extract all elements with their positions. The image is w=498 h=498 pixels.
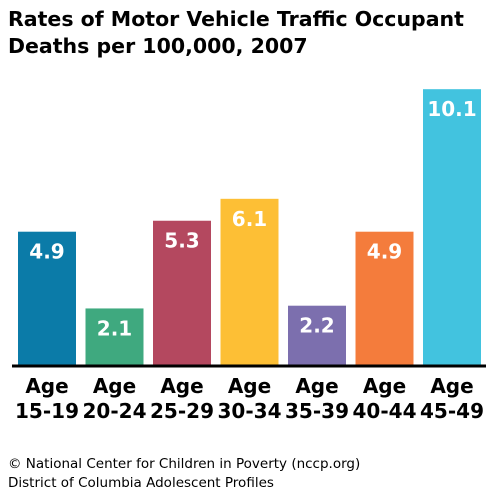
category-label-line1-35-39: Age bbox=[295, 374, 338, 398]
category-label-line2-45-49: 45-49 bbox=[420, 399, 484, 423]
chart-title: Rates of Motor Vehicle Traffic Occupant … bbox=[8, 6, 493, 60]
category-label-line1-40-44: Age bbox=[363, 374, 406, 398]
category-label-line1-25-29: Age bbox=[160, 374, 203, 398]
category-label-line2-25-29: 25-29 bbox=[150, 399, 214, 423]
bar-20-24 bbox=[85, 308, 144, 366]
category-label-line2-15-19: 15-19 bbox=[15, 399, 79, 423]
bar-25-29 bbox=[153, 220, 211, 366]
footer-copyright: © National Center for Children in Povert… bbox=[8, 456, 361, 472]
data-label-40-44: 4.9 bbox=[367, 240, 402, 264]
category-label-line2-35-39: 35-39 bbox=[285, 399, 349, 423]
category-label-line1-45-49: Age bbox=[430, 374, 473, 398]
footer-source: District of Columbia Adolescent Profiles bbox=[8, 475, 274, 491]
data-label-35-39: 2.2 bbox=[299, 314, 334, 338]
category-label-line2-40-44: 40-44 bbox=[353, 399, 417, 423]
chart-title-line-1: Rates of Motor Vehicle Traffic Occupant bbox=[8, 7, 464, 31]
chart-title-line-2: Deaths per 100,000, 2007 bbox=[8, 34, 308, 58]
data-label-20-24: 2.1 bbox=[97, 316, 132, 340]
bar-40-44 bbox=[355, 231, 414, 366]
footer: © National Center for Children in Povert… bbox=[8, 455, 360, 493]
category-label-line1-15-19: Age bbox=[25, 374, 68, 398]
category-label-line1-20-24: Age bbox=[93, 374, 136, 398]
category-label-line2-30-34: 30-34 bbox=[218, 399, 282, 423]
bar-30-34 bbox=[220, 198, 279, 366]
category-label-line2-20-24: 20-24 bbox=[83, 399, 147, 423]
category-labels-group: Age15-19Age20-24Age25-29Age30-34Age35-39… bbox=[15, 374, 484, 423]
bar-15-19 bbox=[18, 231, 76, 366]
bar-35-39 bbox=[288, 305, 346, 366]
data-label-25-29: 5.3 bbox=[164, 229, 199, 253]
category-label-line1-30-34: Age bbox=[228, 374, 271, 398]
data-label-30-34: 6.1 bbox=[232, 207, 267, 231]
data-label-15-19: 4.9 bbox=[29, 240, 64, 264]
bar-45-49 bbox=[423, 89, 481, 367]
bars-group: 4.9 2.1 5.3 6.1 2.2 4.9 10.1 bbox=[18, 89, 481, 367]
data-label-45-49: 10.1 bbox=[427, 97, 476, 121]
